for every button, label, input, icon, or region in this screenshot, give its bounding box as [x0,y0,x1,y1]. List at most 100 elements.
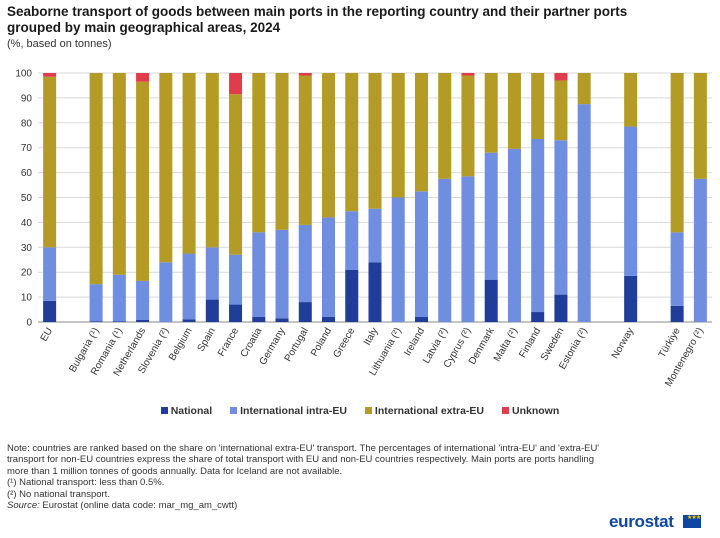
y-tick-label: 20 [21,268,33,279]
bar-segment [554,73,568,81]
bar-segment [229,254,243,305]
y-tick-label: 70 [21,143,33,154]
bar-segment [252,232,266,318]
bar-segment [43,76,57,248]
bar-segment [624,126,638,276]
bar-segment [136,73,150,82]
bar-segment [89,284,103,322]
bar-segment [345,269,359,322]
footnote-2: (²) No national transport. [7,488,110,500]
legend-label: International extra-EU [374,405,485,417]
bar-segment [693,73,707,179]
y-axis-ticks: 0 10 20 30 40 50 60 70 80 90 100 [15,69,32,329]
bar-segment [461,176,475,322]
bar-segment [275,318,289,322]
bar-segment [670,73,684,233]
bar-segment [577,73,591,105]
bar-segment [43,247,57,301]
bar-segment [159,262,173,322]
bar-segment [554,140,568,295]
footnote-1: (¹) National transport: less than 0.5%. [7,477,165,489]
x-tick-label: France [216,326,241,359]
y-tick-label: 90 [21,93,33,104]
bar-segment [298,73,312,76]
bar-segment [252,317,266,322]
bar-segment [414,73,428,192]
bar-segment [136,280,150,321]
bar-segment [438,178,452,322]
x-tick-label: Ireland [402,326,427,358]
bar-segment [89,73,103,285]
y-tick-label: 60 [21,168,33,179]
bar-segment [531,73,545,139]
eurostat-logo: eurostat [609,512,674,531]
bar-segment [368,208,382,263]
x-tick-label: Poland [309,326,334,358]
y-tick-label: 80 [21,118,33,129]
y-tick-label: 50 [21,193,33,204]
source-line: Source: Eurostat (online data code: mar_… [7,500,607,511]
bar-segment [670,305,684,322]
bar-segment [275,229,289,319]
bar-segment [252,73,266,233]
bar-segment [275,73,289,230]
bar-segment [484,152,498,280]
bar-segment [461,75,475,177]
bar-segment [670,232,684,306]
bar-segment [136,320,150,322]
bar-segment [136,81,150,281]
legend-item: International extra-EU [364,405,485,417]
bar-segment [229,304,243,322]
bar-segment [205,73,219,248]
bar-segment [624,73,638,127]
legend-swatch [230,407,238,414]
bar-segment [507,148,521,322]
note-main: Note: countries are ranked based on the … [7,443,600,477]
bar-segment [554,80,568,141]
bar-segment [298,75,312,225]
bar-segment [205,247,219,300]
bar-segment [368,262,382,322]
y-tick-label: 10 [21,293,33,304]
source-label: Source: [7,500,40,512]
eu-flag-icon: ★★★ [683,515,701,528]
bar-segment [554,294,568,322]
chart-title: Seaborne transport of goods between main… [7,4,628,35]
legend-label: International intra-EU [240,405,347,417]
x-tick-label: Norway [610,326,636,361]
legend-swatch [160,407,168,414]
bar-segment [112,73,126,275]
bar-segment [159,73,173,263]
bar-segment [693,178,707,322]
legend-label: National [170,405,213,417]
y-tick-label: 30 [21,243,33,254]
bar-segment [368,73,382,209]
bar-segment [205,299,219,322]
bar-segment [345,211,359,270]
bar-segment [112,274,126,322]
x-tick-label: Greece [331,326,357,360]
legend-item: National [160,405,213,417]
bar-segment [322,73,336,218]
legend: National International intra-EU Internatio… [0,405,720,417]
bar-segment [182,73,196,254]
bar-segment [298,224,312,303]
bar-segment [484,279,498,322]
bar-segment [577,104,591,322]
bar-segment [507,73,521,149]
bar-segment [182,253,196,320]
bar-segment [322,317,336,322]
x-tick-label: EU [39,326,55,344]
stacked-bar-chart: 0 10 20 30 40 50 60 70 80 90 100 EU Bulgaria (¹)Rom… [15,69,712,389]
bar-segment [322,217,336,318]
bar-segment [43,73,57,77]
bar-segment [414,191,428,318]
legend-item: International intra-EU [230,405,347,417]
y-tick-label: 100 [15,69,32,80]
bar-segment [624,275,638,322]
bar-segment [438,73,452,179]
legend-item: Unknown [502,405,559,417]
bar-segment [414,317,428,322]
bar-segment [391,197,405,322]
bar-segment [229,73,243,95]
